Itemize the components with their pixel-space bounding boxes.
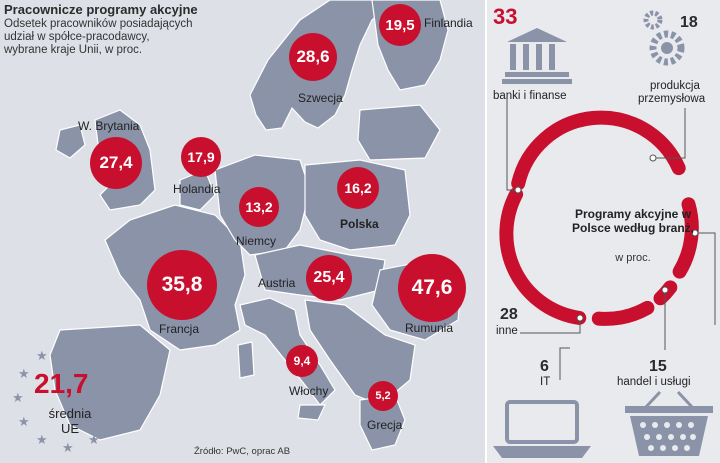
sector-banki-value: 33	[493, 4, 518, 29]
label-szwecja: Szwecja	[298, 91, 343, 105]
svg-text:★: ★	[106, 415, 118, 430]
sector-banki-label: banki i finanse	[493, 90, 567, 102]
label-francja: Francja	[159, 322, 200, 336]
label-polska: Polska	[340, 217, 379, 231]
bubble-polska: 16,2	[337, 167, 379, 209]
sector-produkcja-label-2: przemysłowa	[638, 93, 706, 105]
map-panel: Pracownicze programy akcyjne Odsetek pra…	[4, 0, 473, 457]
label-w-brytania: W. Brytania	[78, 119, 140, 133]
basket-icon	[625, 390, 713, 456]
bubble-austria: 25,4	[306, 255, 352, 301]
svg-text:★: ★	[36, 433, 48, 448]
label-rumunia: Rumunia	[405, 321, 454, 335]
gears-icon	[643, 10, 685, 66]
sectors-panel	[485, 0, 720, 463]
sector-produkcja-label-1: produkcja	[650, 80, 700, 92]
laptop-icon	[493, 400, 591, 458]
svg-text:★: ★	[88, 349, 100, 364]
sector-it-label: IT	[540, 376, 551, 388]
label-finlandia: Finlandia	[424, 16, 473, 30]
arc-produkcja	[672, 197, 699, 279]
sectors-title: Programy akcyjne w Polsce według branż,	[571, 207, 695, 235]
label-holandia: Holandia	[173, 182, 221, 196]
sector-handel-value: 15	[649, 358, 667, 375]
eu-average-label: średnia UE	[40, 406, 100, 436]
svg-text:★: ★	[62, 343, 74, 358]
arc-inne	[499, 187, 587, 325]
svg-text:★: ★	[112, 391, 124, 406]
bubble-francja: 35,8	[147, 250, 217, 320]
chart-title: Pracownicze programy akcyjne	[4, 2, 198, 17]
arc-it	[591, 300, 655, 326]
eu-stars-icon: ★ ★ ★ ★ ★ ★ ★ ★ ★ ★ ★ ★	[12, 343, 124, 456]
sector-produkcja-value: 18	[680, 14, 698, 31]
svg-text:★: ★	[106, 367, 118, 382]
bubble-finlandia: 19,5	[379, 4, 421, 46]
svg-text:★: ★	[88, 433, 100, 448]
svg-text:★: ★	[12, 391, 24, 406]
label-grecja: Grecja	[367, 418, 403, 432]
sector-it-value: 6	[540, 358, 549, 375]
sectors-graphic	[493, 10, 716, 458]
bubble-rumunia: 47,6	[398, 254, 466, 322]
bubble-wlochy: 9,4	[286, 345, 318, 377]
sector-inne-label: inne	[496, 325, 518, 337]
sectors-unit: w proc.	[615, 252, 651, 264]
bubble-grecja: 5,2	[368, 381, 398, 411]
bubble-niemcy: 13,2	[239, 187, 279, 227]
arc-banki	[511, 110, 686, 191]
source-note: Źródło: PwC, oprac AB	[194, 446, 291, 457]
svg-text:★: ★	[18, 415, 30, 430]
svg-text:★: ★	[62, 441, 74, 456]
label-austria: Austria	[258, 276, 296, 290]
eu-average-value: 21,7	[34, 368, 89, 399]
eu-average-label-1: średnia	[48, 406, 92, 421]
sector-handel-label: handel i usługi	[617, 376, 691, 388]
svg-text:★: ★	[36, 349, 48, 364]
label-niemcy: Niemcy	[236, 234, 277, 248]
sector-inne-value: 28	[500, 306, 518, 323]
chart-subtitle: Odsetek pracowników posiadających udział…	[4, 18, 193, 56]
bubble-szwecja: 28,6	[289, 33, 337, 81]
label-wlochy: Włochy	[289, 384, 329, 398]
bubble-w-brytania: 27,4	[90, 137, 142, 189]
svg-text:★: ★	[18, 367, 30, 382]
bubble-holandia: 17,9	[181, 137, 221, 177]
eu-average-label-2: UE	[60, 421, 80, 436]
bank-icon	[502, 28, 572, 84]
